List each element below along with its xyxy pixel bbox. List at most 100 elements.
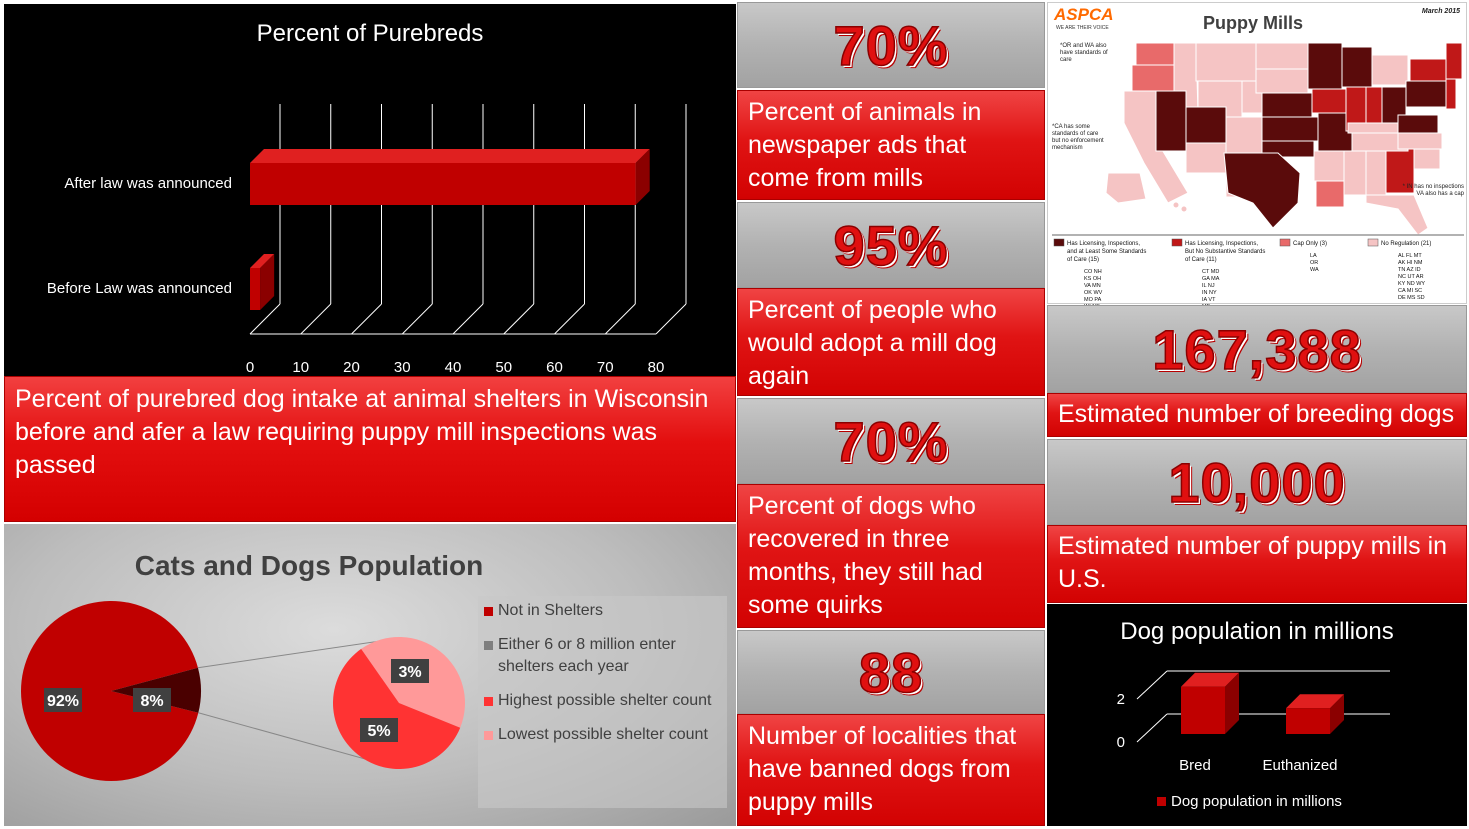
map-note-in-va: * IN has no inspections VA also has a cap (1403, 184, 1465, 197)
bar (250, 163, 636, 205)
legend-item: Either 6 or 8 million enter shelters eac… (484, 634, 721, 678)
connector-line (197, 638, 395, 669)
x-tick-label: 0 (246, 359, 254, 376)
dog-y-tick: 2 (1117, 691, 1125, 708)
legend-label: Not in Shelters (498, 602, 603, 619)
x-tick-label: 40 (445, 359, 462, 376)
pie-label-main-bg (44, 688, 82, 712)
gridline-diag (452, 303, 484, 335)
right-stat-description: Estimated number of breeding dogs (1047, 393, 1467, 437)
gridline-diag (503, 303, 535, 335)
map-legend-states: LA (1310, 253, 1317, 259)
bar-side (635, 149, 650, 205)
map-title: Puppy Mills (1203, 13, 1303, 33)
right-stat-number-box: 167,388 (1047, 305, 1467, 393)
map-note-or-wa: *OR and WA also have standards of care (1060, 43, 1108, 63)
legend-swatch (484, 641, 493, 650)
map-legend-states: OR (1310, 260, 1318, 266)
purebreds-description: Percent of purebred dog intake at animal… (4, 376, 736, 522)
legend-label: Highest possible shelter count (498, 692, 712, 709)
pie-slice-not-in-shelters (20, 601, 199, 781)
pie-chart: 92% 8% 3% 5% (20, 601, 465, 781)
map-legend-swatch (1053, 238, 1065, 247)
pie-legend: Not in Shelters Either 6 or 8 million ent… (478, 596, 727, 808)
stat-description: Percent of people who would adopt a mill… (737, 288, 1045, 396)
map-legend-label: Has Licensing, Inspections, (1185, 241, 1258, 247)
y-category-label: Before Law was announced (47, 280, 232, 297)
map-legend-label: of Care (11) (1185, 257, 1217, 263)
dog-x-label: Bred (1179, 757, 1211, 774)
legend-label: Lowest possible shelter count (498, 726, 708, 743)
x-tick-label: 20 (343, 359, 360, 376)
dog-bar (1286, 708, 1330, 734)
legend-label: Either 6 or 8 million enter shelters eac… (498, 636, 676, 675)
x-tick-label: 30 (394, 359, 411, 376)
stat-number-box: 88 (737, 630, 1045, 714)
aspca-tagline: WE ARE THEIR VOICE (1056, 25, 1109, 31)
stat-number-box: 95% (737, 202, 1045, 288)
map-legend-swatch (1367, 238, 1379, 247)
pie-label-small: 8% (140, 693, 163, 710)
map-legend-label: and at Least Some Standards (1067, 249, 1146, 255)
gridline-diag (300, 303, 332, 335)
gridline-diag (249, 303, 281, 335)
map-legend-states: KS OH (1084, 276, 1101, 282)
x-tick-label: 10 (292, 359, 309, 376)
purebreds-chart-title: Percent of Purebreds (256, 20, 484, 47)
map-legend-states: CO NH (1084, 269, 1102, 275)
purebreds-chart: 0 10 20 30 40 50 60 70 80 After law was announced… (47, 104, 687, 376)
puppy-mills-map: ASPCA WE ARE THEIR VOICE Puppy Mills Mar… (1052, 5, 1465, 324)
bar-top (250, 149, 650, 163)
stat-number: 95% (833, 213, 949, 278)
gridline-diag (604, 303, 636, 335)
map-legend-states: NC UT AR (1398, 274, 1424, 280)
x-tick-label: 60 (546, 359, 563, 376)
map-legend-states: MO PA (1084, 297, 1102, 303)
gridline-diag (401, 303, 433, 335)
stat-number: 70% (833, 13, 949, 78)
us-map (1105, 42, 1463, 236)
dog-legend-swatch (1157, 797, 1166, 806)
dog-legend-label: Dog population in millions (1171, 793, 1342, 810)
map-legend-states: VA MN (1084, 283, 1101, 289)
stat-description: Percent of animals in newspaper ads that… (737, 90, 1045, 200)
y-category-label: After law was announced (64, 175, 232, 192)
map-date: March 2015 (1422, 8, 1460, 15)
pie-label-main: 92% (47, 693, 79, 710)
map-legend-label: But No Substantive Standards (1185, 249, 1265, 255)
right-stat-number: 167,388 (1152, 317, 1362, 382)
legend-swatch (484, 697, 493, 706)
puppy-mills-map-panel: ASPCA WE ARE THEIR VOICE Puppy Mills Mar… (1047, 2, 1467, 324)
stat-number-box: 70% (737, 398, 1045, 484)
map-legend-states: KY ND WY (1398, 281, 1425, 287)
dog-y-tick: 0 (1117, 734, 1125, 751)
legend-swatch (484, 731, 493, 740)
map-legend-label: Has Licensing, Inspections, (1067, 241, 1140, 247)
gridline-diag (351, 303, 382, 335)
map-legend-states: CT MD (1202, 269, 1219, 275)
dog-bar (1181, 686, 1225, 734)
pie-chart-title: Cats and Dogs Population (134, 550, 484, 581)
map-legend-states: DE MS SD (1398, 295, 1425, 301)
map-legend-states: IN NY (1202, 290, 1217, 296)
pie-label-small-bg (133, 688, 171, 712)
dog-bar-top (1286, 694, 1344, 709)
pie-chart-panel: Cats and Dogs Population 92% 8% 3% 5% Not i… (4, 524, 736, 826)
map-legend-states: IL NJ (1202, 283, 1215, 289)
map-legend-states: AL FL MT (1398, 253, 1422, 259)
map-legend-states: TN AZ ID (1398, 267, 1421, 273)
dog-population-chart: 0 2 Bred Euthanized Dog population in millio… (1117, 670, 1390, 810)
right-stat-number-box: 10,000 (1047, 439, 1467, 525)
pie-label-highest: 5% (367, 723, 390, 740)
bar-top (250, 254, 275, 268)
map-legend-states: IA VT (1202, 297, 1216, 303)
map-legend-states: OK WV (1084, 290, 1103, 296)
map-legend-states: WA (1310, 267, 1319, 273)
gridline-diag (554, 303, 585, 335)
stat-description: Percent of dogs who recovered in three m… (737, 484, 1045, 628)
connector-line (198, 712, 395, 768)
dog-chart-title: Dog population in millions (1120, 618, 1394, 645)
stat-number: 88 (858, 640, 924, 705)
map-legend-states: CA MI SC (1398, 288, 1422, 294)
bar (250, 268, 261, 310)
